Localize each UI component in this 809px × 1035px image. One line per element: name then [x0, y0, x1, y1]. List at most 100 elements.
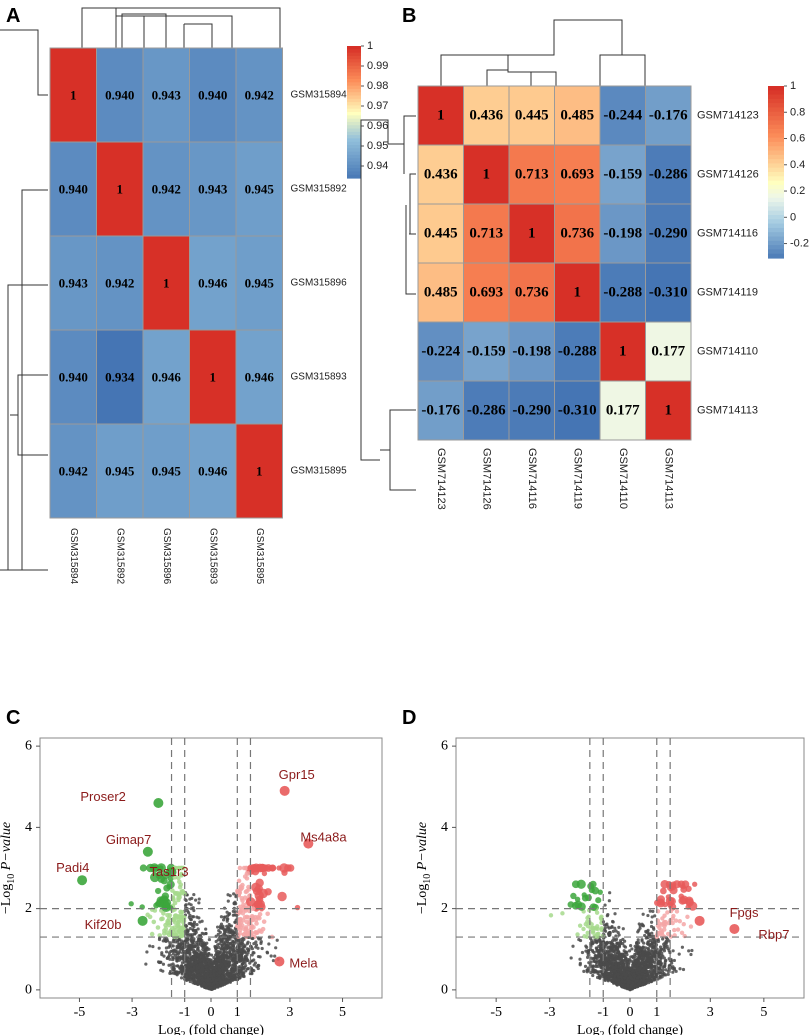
heatmap-cell: [235, 47, 283, 143]
heatmap-cell: [463, 380, 510, 441]
data-point: [599, 916, 604, 922]
data-point: [241, 942, 245, 947]
data-point: [625, 970, 629, 975]
data-point: [243, 950, 247, 955]
data-point: [179, 871, 184, 877]
data-point: [221, 966, 225, 970]
heatmap-cell: [235, 329, 283, 425]
data-point: [168, 957, 172, 961]
dendrogram-branch: [531, 71, 557, 86]
legend-swatch: [347, 108, 361, 113]
cell-value: 1: [665, 403, 673, 419]
cell-value: -0.288: [603, 285, 642, 301]
legend-swatch: [768, 176, 784, 182]
data-point: [614, 937, 619, 941]
gene-point: [153, 798, 164, 808]
data-point: [643, 975, 647, 979]
legend-swatch: [347, 138, 361, 143]
data-point: [208, 959, 212, 963]
data-point: [251, 936, 255, 941]
heatmap-cell: [645, 144, 692, 205]
x-axis-label-part: Log: [577, 1023, 600, 1035]
data-point: [623, 986, 627, 990]
data-point: [235, 923, 240, 928]
data-point: [594, 946, 598, 950]
legend-swatch: [768, 98, 784, 104]
data-point: [663, 959, 668, 963]
data-point: [213, 985, 217, 989]
legend-swatch: [768, 116, 784, 121]
gene-label: Proser2: [80, 789, 126, 804]
data-point: [228, 937, 232, 941]
data-point: [589, 956, 594, 960]
heatmap-b: 1 0.436 0.445 0.485 -0.244 -0.176 GSM714123 0.4…: [360, 19, 809, 510]
data-point: [170, 949, 174, 953]
data-point: [647, 971, 652, 975]
data-point: [155, 925, 161, 930]
data-point: [231, 929, 235, 933]
data-point: [241, 902, 246, 908]
data-point: [223, 954, 227, 958]
y-tick-label: 2: [441, 901, 448, 916]
data-point: [637, 961, 641, 965]
data-point: [215, 925, 220, 929]
data-point: [189, 918, 193, 922]
heatmap-cell: [96, 329, 144, 425]
legend-swatch: [347, 158, 361, 163]
data-point: [237, 904, 243, 910]
data-point: [253, 961, 257, 965]
data-point: [605, 940, 609, 944]
data-point: [657, 925, 662, 931]
legend-swatch: [768, 167, 784, 173]
legend-swatch: [347, 151, 361, 156]
data-point: [595, 970, 600, 974]
data-point: [165, 939, 170, 943]
data-point: [186, 909, 190, 913]
data-point: [180, 968, 184, 972]
data-point: [207, 937, 211, 942]
data-point: [647, 977, 652, 981]
data-point: [178, 882, 184, 887]
heatmap-cell: [508, 85, 555, 146]
data-point: [213, 944, 217, 949]
legend-swatch: [347, 98, 361, 103]
y-tick-label: 0: [441, 982, 448, 997]
data-point: [610, 978, 614, 982]
data-point: [261, 870, 268, 877]
data-point: [595, 924, 600, 929]
data-point: [578, 957, 582, 961]
legend-swatch: [347, 55, 361, 60]
row-label: GSM714116: [697, 228, 758, 240]
data-point: [179, 865, 185, 871]
cell-value: -0.159: [467, 344, 506, 360]
heatmap-cell: [645, 262, 692, 323]
cell-value: -0.224: [421, 344, 460, 360]
data-point: [233, 910, 237, 914]
data-point: [180, 961, 185, 965]
data-point: [680, 945, 685, 949]
data-point: [591, 973, 595, 978]
data-point: [652, 978, 657, 982]
legend-swatch: [768, 227, 784, 233]
heatmap-cell: [599, 321, 646, 382]
legend-swatch: [347, 121, 361, 126]
data-point: [157, 937, 162, 942]
column-label: GSM315896: [161, 528, 172, 585]
legend-swatch: [347, 145, 361, 149]
data-point: [221, 918, 226, 922]
data-point: [587, 961, 591, 965]
y-tick-label: 6: [25, 739, 32, 754]
data-point: [622, 966, 626, 970]
dendrogram-branch: [486, 55, 509, 86]
data-point: [646, 964, 651, 968]
data-point: [210, 953, 214, 957]
data-point: [187, 949, 191, 953]
data-point: [233, 972, 237, 976]
data-point: [625, 960, 629, 964]
data-point: [197, 965, 201, 969]
data-point: [227, 950, 232, 954]
data-point: [159, 895, 169, 905]
data-point: [192, 929, 196, 933]
x-tick-label: 5: [760, 1005, 767, 1020]
cell-value: -0.286: [467, 403, 506, 419]
